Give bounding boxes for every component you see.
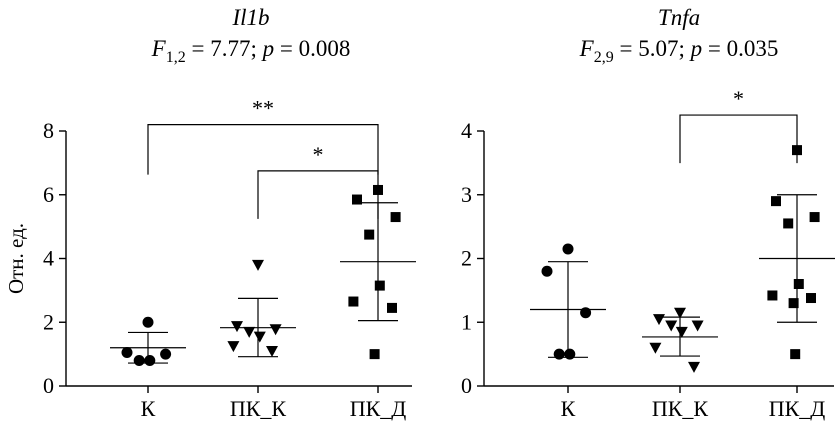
x-category-label: ПК_К — [652, 396, 709, 421]
data-point — [688, 361, 700, 373]
data-point — [553, 348, 565, 360]
data-point — [580, 307, 592, 319]
data-point — [144, 355, 156, 366]
x-category-label: К — [141, 396, 156, 421]
group-2 — [220, 259, 296, 358]
data-point — [771, 196, 781, 207]
data-point — [227, 341, 240, 353]
panel-title: Tnfa — [658, 5, 700, 30]
data-point — [374, 280, 385, 291]
panel-statistic: F2,9 = 5.07; p = 0.035 — [579, 36, 779, 66]
data-point — [665, 320, 678, 332]
data-point — [793, 279, 804, 289]
bracket-line — [257, 170, 379, 219]
y-tick-label: 0 — [43, 373, 54, 398]
data-point — [809, 212, 820, 223]
group-1 — [530, 243, 606, 360]
data-point — [142, 316, 154, 328]
data-point — [541, 265, 553, 277]
data-point — [387, 302, 397, 313]
y-axis-label: Отн. ед. — [4, 223, 28, 294]
significance-label: * — [313, 142, 324, 167]
significance-label: * — [733, 86, 744, 111]
significance-bracket: * — [257, 142, 379, 219]
data-point — [231, 321, 243, 333]
y-tick-label: 1 — [461, 309, 472, 334]
data-point — [364, 229, 375, 240]
panel-il1b: Il1b F1,2 = 7.77; p = 0.008 0 2 4 6 8 К ПК_К ПК_Д… — [4, 5, 416, 421]
significance-bracket: * — [679, 86, 798, 164]
stat-p-value: = 0.008 — [274, 36, 350, 61]
panel-title: Il1b — [231, 5, 269, 30]
data-point — [348, 296, 359, 307]
data-point — [269, 324, 282, 336]
y-tick-label: 8 — [43, 118, 54, 143]
data-point — [767, 290, 778, 301]
data-point — [691, 320, 704, 332]
stat-p: p — [261, 36, 275, 61]
data-point — [369, 349, 380, 360]
data-point — [133, 355, 145, 366]
stat-value: = 7.77; — [186, 36, 263, 61]
data-point — [390, 212, 401, 223]
x-category-label: ПК_Д — [769, 396, 826, 421]
data-point — [675, 326, 688, 338]
stat-p: p — [689, 36, 703, 61]
bracket-line — [679, 114, 798, 164]
data-point — [653, 314, 665, 326]
data-point — [674, 307, 686, 319]
panel-statistic: F1,2 = 7.77; p = 0.008 — [151, 36, 351, 66]
panel-tnfa: Tnfa F2,9 = 5.07; p = 0.035 0 1 2 3 4 К ПК_К ПК_Д… — [461, 5, 835, 421]
data-point — [806, 293, 816, 304]
significance-label: ** — [252, 96, 274, 121]
data-point — [564, 348, 576, 360]
y-tick-label: 4 — [43, 246, 54, 271]
data-point — [121, 347, 133, 359]
y-tick-label: 6 — [43, 182, 54, 207]
significance-bracket: ** — [147, 96, 379, 175]
group-2 — [642, 307, 718, 373]
y-tick-label: 4 — [461, 118, 472, 143]
bracket-line — [147, 124, 379, 175]
x-category-label: ПК_Д — [350, 396, 407, 421]
data-point — [352, 194, 362, 205]
stat-f: F — [579, 36, 595, 61]
data-point — [160, 348, 172, 360]
data-point — [649, 342, 662, 354]
data-point — [253, 331, 266, 343]
group-3 — [759, 145, 835, 360]
x-category-label: ПК_К — [230, 396, 287, 421]
y-tick-label: 2 — [43, 309, 54, 334]
x-category-label: К — [561, 396, 576, 421]
stat-p-value: = 0.035 — [702, 36, 778, 61]
data-point — [243, 326, 256, 338]
data-point — [252, 259, 264, 271]
y-tick-label: 2 — [461, 246, 472, 271]
data-point — [783, 218, 794, 229]
y-tick-label: 3 — [461, 182, 472, 207]
stat-value: = 5.07; — [614, 36, 691, 61]
y-tick-label: 0 — [461, 373, 472, 398]
data-point — [790, 349, 801, 360]
stat-df: 2,9 — [594, 49, 614, 66]
stat-f: F — [151, 36, 167, 61]
stat-df: 1,2 — [166, 49, 186, 66]
data-point — [562, 243, 574, 255]
data-point — [788, 298, 799, 309]
group-1 — [110, 316, 186, 366]
data-point — [266, 345, 278, 357]
